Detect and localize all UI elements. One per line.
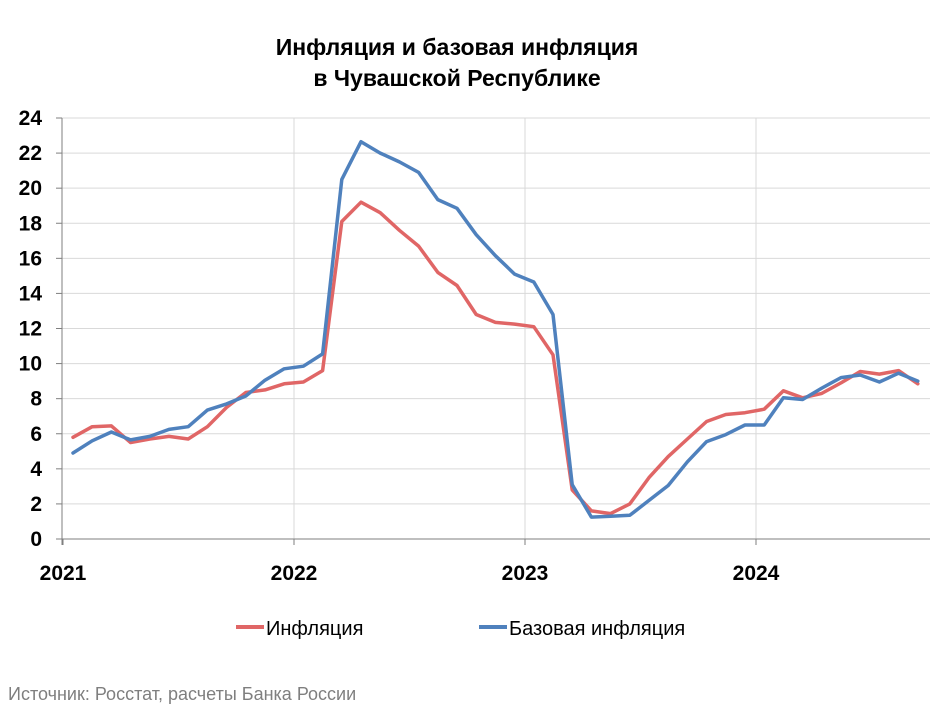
x-tick-label: 2023 <box>502 562 549 585</box>
chart-title-line1: Инфляция и базовая инфляция <box>276 34 639 60</box>
legend: Инфляция Базовая инфляция <box>236 618 685 640</box>
series-line-core-inflation <box>71 139 920 519</box>
y-tick-label: 0 <box>30 528 42 551</box>
y-tick-label: 18 <box>19 212 43 235</box>
y-tick-label: 2 <box>30 493 42 516</box>
series-lines <box>71 139 920 519</box>
x-axis-ticks: 2021 2022 2023 2024 <box>40 562 780 585</box>
legend-label-inflation: Инфляция <box>266 618 363 640</box>
source-note: Источник: Росстат, расчеты Банка России <box>8 684 357 704</box>
y-tick-label: 12 <box>19 318 42 341</box>
y-tick-label: 10 <box>19 353 42 376</box>
y-tick-label: 22 <box>19 142 42 165</box>
y-tick-label: 16 <box>19 247 42 270</box>
chart-title-line2: в Чувашской Республике <box>313 65 600 91</box>
y-tick-label: 8 <box>30 388 42 411</box>
y-tick-label: 6 <box>30 423 42 446</box>
series-line-inflation <box>71 200 920 516</box>
x-tick-label: 2022 <box>271 562 318 585</box>
y-tick-label: 14 <box>19 282 43 305</box>
grid <box>56 117 930 545</box>
legend-label-core-inflation: Базовая инфляция <box>509 618 685 640</box>
x-tick-label: 2024 <box>733 562 780 585</box>
y-tick-label: 20 <box>19 177 42 200</box>
y-tick-label: 4 <box>30 458 42 481</box>
y-tick-label: 24 <box>19 107 43 130</box>
x-tick-label: 2021 <box>40 562 87 585</box>
